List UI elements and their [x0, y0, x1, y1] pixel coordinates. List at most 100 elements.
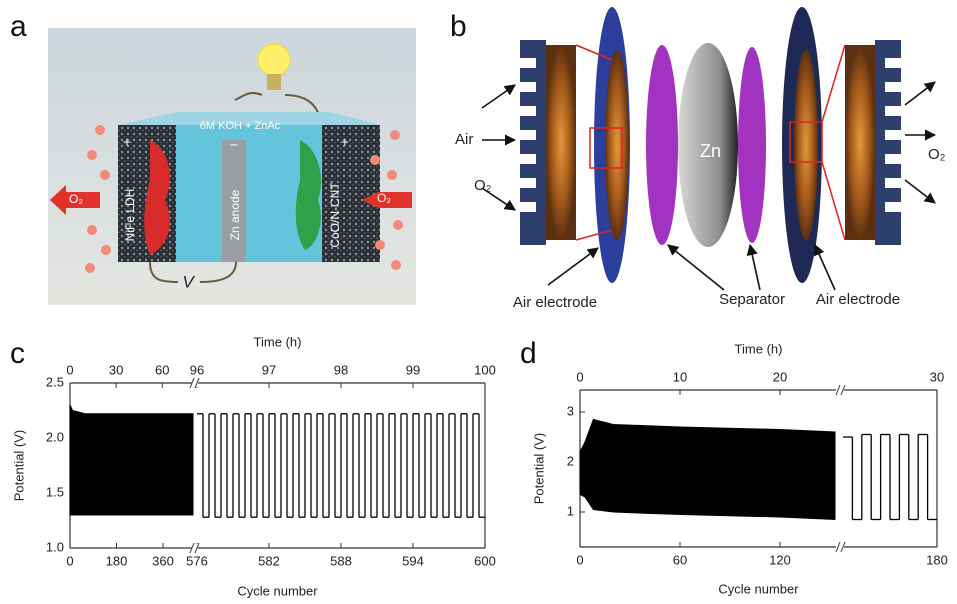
- x2-tick-label: 100: [474, 362, 496, 377]
- air-cathode: [322, 125, 380, 262]
- axis-break: [189, 542, 195, 554]
- bubbles: [85, 125, 403, 273]
- separator: [646, 45, 678, 245]
- minus-sign: −: [230, 137, 238, 153]
- separator-label: Separator: [719, 291, 785, 308]
- x2-tick-label: 99: [406, 362, 420, 377]
- x2-tick-label: 30: [109, 362, 123, 377]
- axis-break: [840, 541, 846, 553]
- axis-break: [194, 377, 200, 389]
- y-tick-label: 1.5: [46, 484, 64, 499]
- zoom-box: [789, 121, 823, 163]
- copper-plate: [546, 45, 576, 240]
- x-tick-label: 594: [402, 553, 424, 568]
- plus-sign: +: [341, 134, 349, 150]
- axis-break-gap: [838, 543, 844, 551]
- zn-anode: [222, 140, 246, 262]
- arrows: [481, 81, 937, 291]
- ldh-catalyst: [144, 140, 170, 255]
- axis-break: [189, 377, 195, 389]
- y-tick-label: 1: [567, 503, 574, 518]
- left-arrow: [50, 185, 100, 215]
- x-tick-label: 180: [106, 553, 128, 568]
- panel-label: d: [520, 337, 537, 370]
- x-tick-label: 600: [474, 553, 496, 568]
- x2-tick-label: 97: [262, 362, 276, 377]
- x2-tick-label: 98: [334, 362, 348, 377]
- catalyst-label: CoO/N-CNT: [328, 182, 342, 248]
- catalyst-layer: [605, 50, 629, 240]
- x2-tick-label: 30: [930, 369, 944, 384]
- zoom-box: [589, 127, 623, 169]
- x-tick-label: 582: [258, 553, 280, 568]
- heat-sink-slots: [885, 58, 901, 212]
- x-tick-label: 588: [330, 553, 352, 568]
- bulb: [257, 43, 291, 77]
- x2-tick-label: 60: [155, 362, 169, 377]
- catalyst-layer: [794, 50, 818, 240]
- right-arrow: [362, 192, 412, 215]
- cathode-label: NiFe LDH: [123, 189, 137, 242]
- gas-label: O₂: [377, 191, 391, 205]
- anode-label: Zn anode: [228, 189, 242, 240]
- axis-break: [840, 384, 846, 396]
- x-tick-label: 576: [186, 553, 208, 568]
- x2-axis-label: Time (h): [254, 334, 302, 349]
- cnt-catalyst: [295, 140, 321, 250]
- x2-tick-label: 20: [773, 369, 787, 384]
- x2-tick-label: 0: [576, 369, 583, 384]
- copper-plate: [845, 45, 875, 240]
- y-tick-label: 2: [567, 453, 574, 468]
- y-tick-label: 1.0: [46, 539, 64, 554]
- x2-tick-label: 0: [66, 362, 73, 377]
- x-tick-label: 180: [926, 552, 948, 567]
- x-tick-label: 120: [769, 552, 791, 567]
- bulb-base: [267, 74, 281, 90]
- x2-axis-label: Time (h): [735, 341, 783, 356]
- zoom-line: [821, 44, 846, 241]
- heat-sink-slots: [520, 58, 536, 212]
- panel-b: b Air O₂ Zn O₂ Air electrode Separator A…: [450, 7, 946, 311]
- electrode-label: Air electrode: [513, 294, 597, 311]
- axis-break: [835, 384, 841, 396]
- cycling-band: [579, 418, 836, 521]
- y-axis-label: Potential (V): [531, 433, 546, 505]
- panel-label: c: [10, 337, 25, 370]
- panel-label: a: [10, 10, 27, 43]
- x-axis-label: Cycle number: [718, 581, 799, 596]
- x-tick-label: 60: [673, 552, 687, 567]
- x-axis-label: Cycle number: [237, 583, 318, 598]
- gas-label: O₂: [69, 192, 83, 206]
- air-label: Air: [455, 131, 473, 148]
- electrode-label: Air electrode: [816, 291, 900, 308]
- y-tick-label: 2.5: [46, 374, 64, 389]
- x2-tick-label: 10: [673, 369, 687, 384]
- heat-sink: [520, 40, 546, 245]
- x2-tick-label: 96: [190, 362, 204, 377]
- plus-sign: +: [123, 134, 131, 150]
- axis-break-gap: [192, 379, 198, 387]
- axis-break-gap: [192, 544, 198, 552]
- gas-label: O₂: [928, 146, 946, 163]
- panel-a: a 6M KOH + ZnAc NiFe LDH Zn anode CoO/N-…: [10, 10, 416, 305]
- x-tick-label: 0: [66, 553, 73, 568]
- axis-break-gap: [838, 386, 844, 394]
- x-tick-label: 0: [576, 552, 583, 567]
- y-tick-label: 2.0: [46, 429, 64, 444]
- y-tick-label: 3: [567, 403, 574, 418]
- electrolyte-label: 6M KOH + ZnAc: [200, 120, 281, 132]
- separator: [738, 47, 766, 243]
- zn-label: Zn: [700, 141, 721, 161]
- voltage-label: V: [182, 272, 195, 291]
- x-tick-label: 360: [152, 553, 174, 568]
- panel-label: b: [450, 10, 467, 43]
- cycling-band: [69, 404, 194, 516]
- heat-sink: [875, 40, 901, 245]
- axis-break: [194, 542, 200, 554]
- axis-break: [835, 541, 841, 553]
- zn-plate: [678, 43, 738, 247]
- wire: [149, 261, 237, 283]
